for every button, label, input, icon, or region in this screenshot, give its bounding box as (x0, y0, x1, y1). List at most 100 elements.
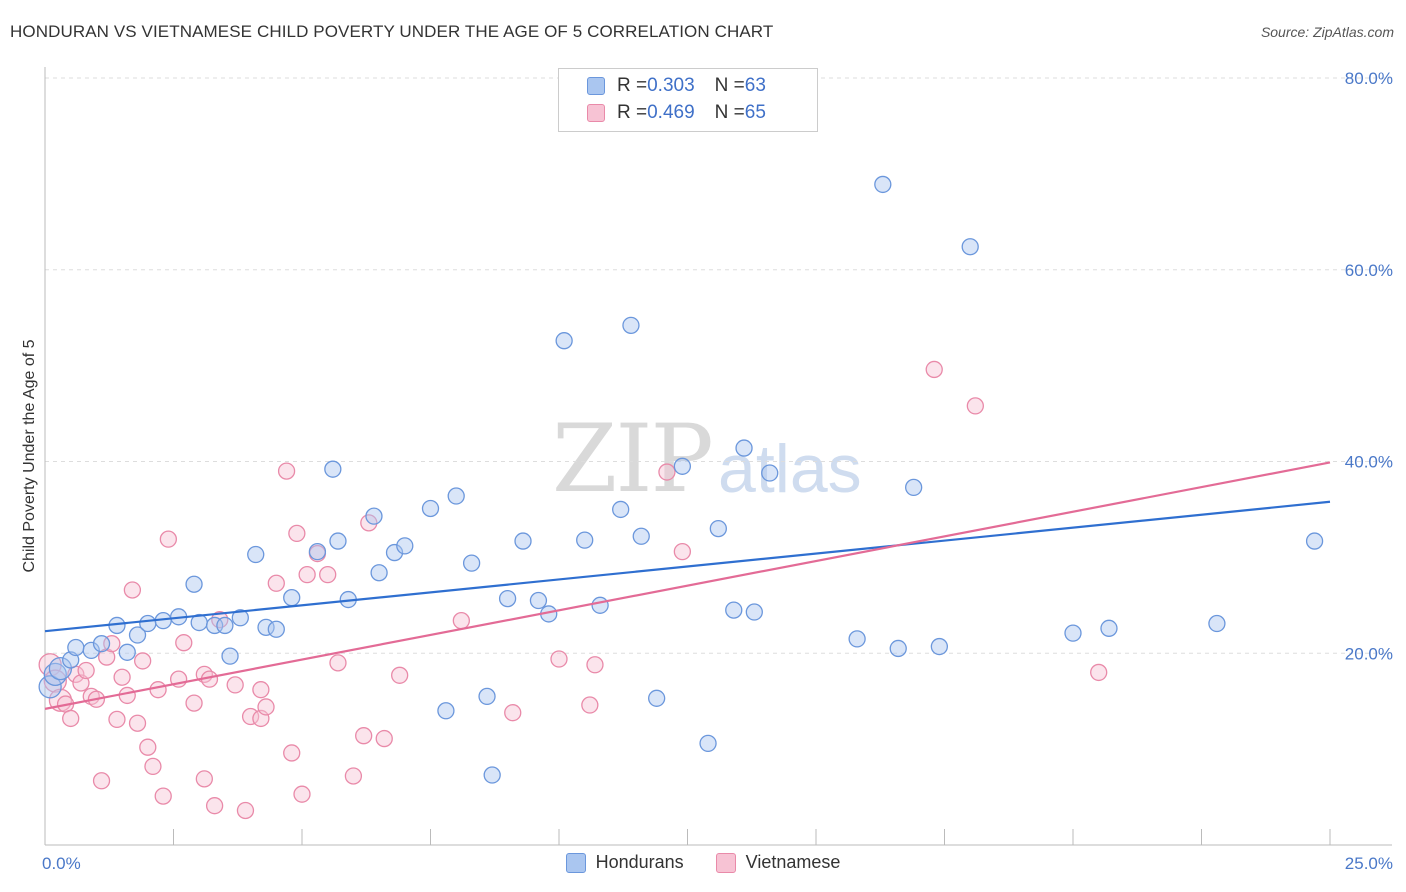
chart-title: HONDURAN VS VIETNAMESE CHILD POVERTY UND… (10, 22, 774, 41)
legend-item-vietnamese[interactable]: Vietnamese (715, 852, 841, 873)
honduran-point (247, 545, 265, 564)
vietnamese-point (319, 565, 337, 584)
honduran-point (308, 542, 327, 561)
vietnamese-point (236, 801, 255, 820)
honduran-point (514, 532, 532, 550)
trend-lines (44, 461, 1331, 710)
vietnamese-point (92, 772, 111, 790)
vietnamese-point (267, 574, 285, 592)
honduran-point (529, 591, 548, 610)
vietnamese-point (205, 797, 224, 815)
honduran-point (447, 487, 465, 505)
vietnamese-point (149, 681, 167, 699)
vietnamese-point (62, 709, 80, 728)
honduran-point (329, 532, 347, 550)
honduran-point (1100, 619, 1118, 637)
vietnamese-trend-line (44, 461, 1331, 710)
vietnamese-point (108, 710, 126, 729)
vietnamese-point (452, 612, 470, 630)
legend-row-vietnamese: R = 0.469 N = 65 (587, 100, 766, 126)
honduran-point (725, 601, 743, 619)
vietnamese-point (658, 463, 676, 481)
legend-n-value: 63 (744, 75, 766, 96)
vietnamese-point (118, 686, 136, 705)
legend-r-value: 0.303 (647, 75, 695, 96)
honduran-point (67, 638, 85, 657)
legend-swatch-vietnamese (587, 104, 605, 122)
honduran-point (396, 537, 414, 555)
vietnamese-point (581, 696, 599, 714)
legend-swatch-hondurans (587, 77, 605, 95)
y-tick-label: 80.0% (1345, 69, 1393, 88)
vietnamese-point (123, 581, 142, 599)
honduran-point (555, 332, 573, 350)
honduran-point (632, 527, 650, 545)
honduran-point (118, 643, 136, 661)
vietnamese-point (329, 654, 347, 672)
vietnamese-point (966, 397, 984, 415)
honduran-point (421, 499, 440, 518)
honduran-point (92, 635, 111, 653)
legend-n-label: N = (714, 102, 745, 123)
honduran-point (709, 519, 727, 538)
honduran-point (1208, 614, 1226, 633)
x-tick-label: 25.0% (1345, 854, 1393, 873)
honduran-point (267, 620, 285, 638)
honduran-point (437, 702, 455, 720)
honduran-point (1305, 532, 1324, 550)
y-tick-label: 60.0% (1345, 261, 1393, 280)
vietnamese-point (277, 462, 296, 480)
vietnamese-point (1090, 663, 1108, 682)
honduran-point (38, 675, 62, 699)
vietnamese-point (293, 785, 311, 803)
vietnamese-point (391, 666, 409, 684)
honduran-point (576, 531, 594, 549)
vietnamese-point (185, 694, 203, 712)
honduran-point (478, 687, 496, 706)
honduran-point (961, 238, 979, 256)
honduran-point (483, 766, 501, 784)
honduran-point (82, 641, 100, 660)
vietnamese-point (375, 729, 393, 748)
legend-swatch-vietnamese (715, 852, 736, 873)
honduran-point (761, 464, 779, 482)
honduran-point (699, 734, 717, 753)
vietnamese-point (925, 360, 943, 379)
vietnamese-point (128, 714, 147, 732)
honduran-point (648, 689, 666, 707)
legend-row-hondurans: R = 0.303 N = 63 (587, 73, 766, 99)
honduran-point (498, 589, 517, 608)
vietnamese-point (504, 704, 522, 722)
vietnamese-point (195, 770, 213, 788)
honduran-point (622, 316, 640, 335)
y-tick-label: 40.0% (1345, 453, 1393, 472)
legend-r-label: R = (617, 75, 648, 96)
honduran-point (889, 639, 907, 658)
legend-item-hondurans[interactable]: Hondurans (565, 852, 684, 873)
honduran-point (462, 554, 481, 572)
honduran-point (231, 609, 249, 627)
vietnamese-point (586, 656, 604, 674)
chart-source: Source: ZipAtlas.com (1260, 24, 1394, 40)
x-tick-label: 0.0% (42, 854, 81, 873)
honduran-point (673, 457, 692, 475)
vietnamese-point (144, 757, 162, 776)
axes (44, 67, 1392, 846)
vietnamese-point (154, 787, 172, 805)
honduran-point (905, 478, 923, 497)
legend-label-vietnamese: Vietnamese (745, 852, 841, 872)
vietnamese-point (134, 652, 152, 670)
honduran-point (221, 647, 239, 665)
vietnamese-point (226, 676, 244, 694)
honduran-point (930, 637, 949, 656)
honduran-point (370, 564, 388, 582)
honduran-point (185, 575, 203, 593)
vietnamese-point (355, 727, 373, 745)
vietnamese-point (550, 650, 568, 668)
correlation-legend: R = 0.303 N = 63 R = 0.469 N = 65 (558, 68, 818, 132)
vietnamese-point (257, 698, 275, 716)
tick-labels: 20.0% 40.0% 60.0% 80.0% 0.0% 25.0% (42, 69, 1393, 873)
legend-label-hondurans: Hondurans (595, 852, 684, 872)
vietnamese-point (283, 744, 301, 762)
